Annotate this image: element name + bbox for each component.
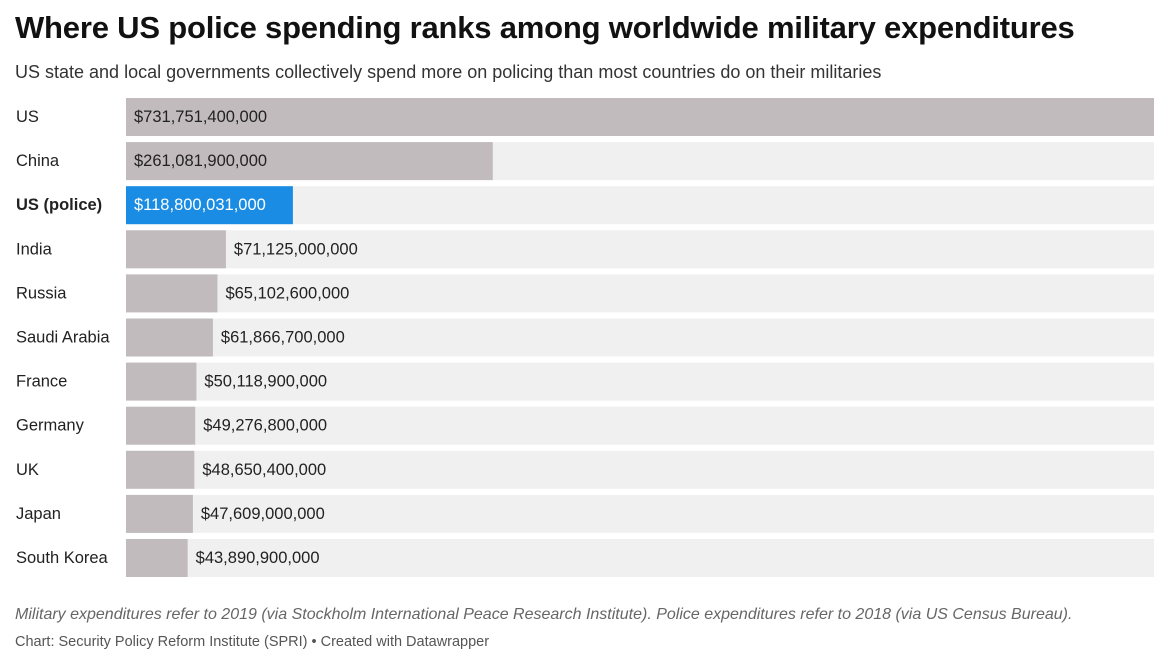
- value-label-france: $50,118,900,000: [204, 373, 327, 391]
- category-label-us-police: US (police): [16, 196, 102, 214]
- bar-chart: US $731,751,400,000 China $261,081,900,000 U…: [0, 96, 1170, 582]
- category-label-germany: Germany: [16, 417, 85, 435]
- bar-row-india: India $71,125,000,000: [16, 230, 1154, 269]
- bar-track-south-korea: [126, 539, 1154, 577]
- bar-china: [126, 142, 493, 181]
- bar-track-germany: [126, 406, 1154, 445]
- category-label-russia: Russia: [16, 284, 67, 302]
- bar-row-us-police: US (police) $118,800,031,000: [16, 186, 1154, 225]
- bar-south-korea: [126, 539, 188, 577]
- bar-row-russia: Russia $65,102,600,000: [16, 274, 1154, 313]
- bar-row-south-korea: South Korea $43,890,900,000: [16, 539, 1154, 577]
- bar-row-france: France $50,118,900,000: [16, 362, 1154, 401]
- bar-uk: [126, 450, 195, 489]
- value-label-saudi-arabia: $61,866,700,000: [221, 329, 345, 347]
- category-label-us: US: [16, 108, 39, 126]
- bar-row-china: China $261,081,900,000: [16, 142, 1154, 181]
- bar-saudi-arabia: [126, 318, 213, 357]
- category-label-uk: UK: [16, 461, 39, 479]
- bar-japan: [126, 494, 193, 533]
- value-label-us: $731,751,400,000: [134, 108, 267, 126]
- category-label-china: China: [16, 152, 60, 170]
- chart-title: Where US police spending ranks among wor…: [15, 10, 1075, 45]
- bar-row-saudi-arabia: Saudi Arabia $61,866,700,000: [16, 318, 1154, 357]
- value-label-india: $71,125,000,000: [234, 240, 358, 258]
- bar-us: [126, 98, 1154, 136]
- chart-subtitle: US state and local governments collectiv…: [15, 62, 882, 82]
- value-label-south-korea: $43,890,900,000: [196, 549, 320, 567]
- value-label-russia: $65,102,600,000: [225, 284, 349, 302]
- bar-germany: [126, 406, 196, 445]
- bar-track-saudi-arabia: [126, 318, 1154, 357]
- bar-row-japan: Japan $47,609,000,000: [16, 494, 1154, 533]
- value-label-uk: $48,650,400,000: [202, 461, 326, 479]
- bar-track-japan: [126, 494, 1154, 533]
- bar-india: [126, 230, 226, 269]
- bar-track-india: [126, 230, 1154, 269]
- bar-row-germany: Germany $49,276,800,000: [16, 406, 1154, 445]
- category-label-japan: Japan: [16, 505, 61, 523]
- bar-track-france: [126, 362, 1154, 401]
- bar-row-uk: UK $48,650,400,000: [16, 450, 1154, 489]
- category-label-france: France: [16, 373, 67, 391]
- bar-russia: [126, 274, 218, 313]
- chart-credit: Chart: Security Policy Reform Institute …: [15, 634, 490, 650]
- value-label-japan: $47,609,000,000: [201, 505, 325, 523]
- bar-row-us: US $731,751,400,000: [16, 98, 1154, 136]
- value-label-germany: $49,276,800,000: [203, 417, 327, 435]
- bar-france: [126, 362, 197, 401]
- bar-track-uk: [126, 450, 1154, 489]
- category-label-south-korea: South Korea: [16, 549, 109, 567]
- value-label-china: $261,081,900,000: [134, 152, 267, 170]
- category-label-saudi-arabia: Saudi Arabia: [16, 329, 110, 347]
- category-label-india: India: [16, 240, 53, 258]
- bar-us-police: [126, 186, 293, 225]
- chart-notes: Military expenditures refer to 2019 (via…: [15, 606, 1073, 623]
- value-label-us-police: $118,800,031,000: [134, 196, 266, 214]
- bar-track-us-police: [126, 186, 1154, 225]
- bar-track-russia: [126, 274, 1154, 313]
- bar-chart-svg: US $731,751,400,000 China $261,081,900,000 U…: [16, 98, 1154, 577]
